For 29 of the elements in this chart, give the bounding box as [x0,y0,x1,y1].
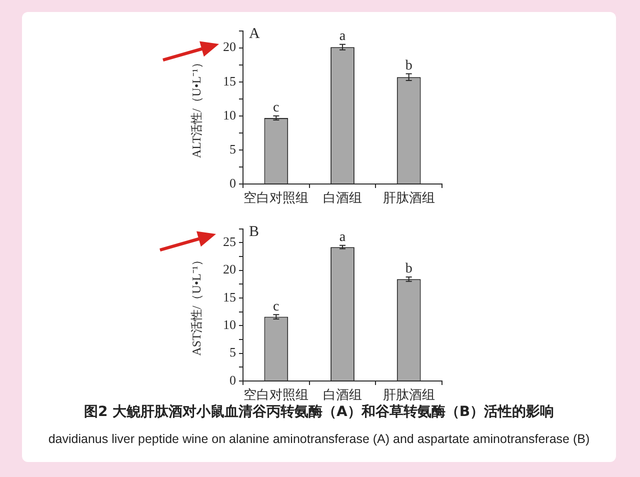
y-tick-label: 5 [230,344,236,360]
y-tick-label: 5 [230,141,236,156]
y-axis-title: ALT活性/（U•L⁻¹） [189,56,204,158]
y-tick-label: 20 [223,262,236,277]
y-axis-title: AST活性/（U•L⁻¹） [189,254,204,356]
annotation: b [405,58,412,74]
x-tick-label: 空白对照组 [244,387,309,402]
annotation: a [339,230,346,246]
text: davidianus liver peptide wine on alanine aminotransferase (A) and aspartate aminotransferase (B) [47,432,591,446]
annotation: b [405,262,412,277]
y-tick-label: 10 [223,317,236,332]
y-tick-label: 0 [230,175,236,190]
y-tick-label: 15 [223,73,236,88]
chart-title: B [249,224,260,240]
y-tick-label: 0 [230,372,236,388]
y-tick-label: 10 [223,107,236,122]
y-tick-label: 20 [223,39,236,54]
x-tick-label: 空白对照组 [244,190,309,206]
annotation: c [273,100,280,116]
chart-title: A [249,26,260,42]
x-tick-label: 肝肽酒组 [382,190,435,206]
x-tick-label: 白酒组 [323,387,362,402]
caption: 图2 大鲵肝肽酒对小鼠血清谷丙转氨酶（A）和谷草转氨酶（B）活性的影响 [82,403,556,421]
y-tick-label: 25 [223,234,236,250]
annotation: a [339,29,346,44]
annotation: c [273,299,280,314]
y-tick-label: 15 [223,289,236,304]
x-tick-label: 肝肽酒组 [382,387,435,402]
x-tick-label: 白酒组 [323,190,362,206]
